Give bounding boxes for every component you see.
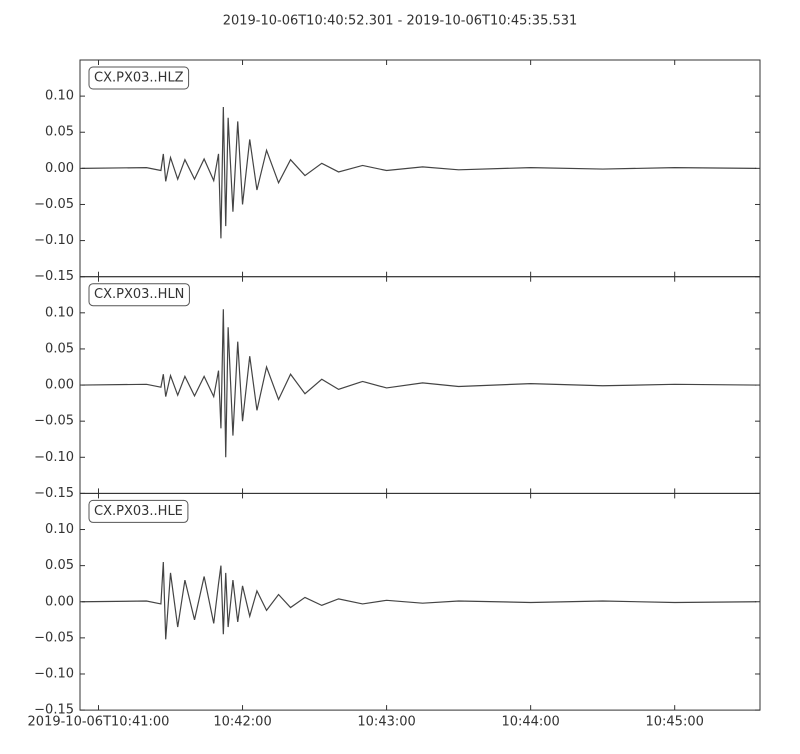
y-tick-label: −0.10 bbox=[34, 450, 74, 465]
y-tick-label: −0.15 bbox=[34, 269, 74, 284]
y-tick-label: −0.05 bbox=[34, 197, 74, 212]
x-tick-label: 10:44:00 bbox=[501, 715, 559, 730]
y-tick-label: −0.05 bbox=[34, 630, 74, 645]
panel-frame bbox=[79, 492, 761, 711]
waveform bbox=[81, 106, 757, 239]
y-tick-label: −0.05 bbox=[34, 414, 74, 429]
y-tick-label: −0.10 bbox=[34, 233, 74, 248]
trace-label: CX.PX03..HLE bbox=[94, 504, 183, 519]
trace-label: CX.PX03..HLN bbox=[94, 287, 184, 302]
y-tick-label: 0.10 bbox=[45, 305, 74, 320]
y-tick-label: 0.00 bbox=[45, 161, 74, 176]
y-tick-label: 0.10 bbox=[45, 522, 74, 537]
waveform bbox=[81, 561, 757, 640]
y-tick-label: −0.15 bbox=[34, 486, 74, 501]
x-tick-label: 10:45:00 bbox=[645, 715, 703, 730]
y-tick-label: 0.10 bbox=[45, 89, 74, 104]
x-tick-label: 10:42:00 bbox=[213, 715, 271, 730]
trace-label-box bbox=[88, 499, 189, 523]
trace-label-box bbox=[88, 66, 190, 90]
y-tick-label: 0.00 bbox=[45, 378, 74, 393]
trace-label-box bbox=[88, 283, 190, 307]
y-tick-label: −0.15 bbox=[34, 703, 74, 718]
y-tick-label: 0.05 bbox=[45, 558, 74, 573]
chart-title: 2019-10-06T10:40:52.301 - 2019-10-06T10:… bbox=[223, 14, 578, 29]
y-tick-label: −0.10 bbox=[34, 666, 74, 681]
y-tick-label: 0.05 bbox=[45, 125, 74, 140]
waveform bbox=[81, 309, 757, 458]
x-tick-label: 2019-10-06T10:41:00 bbox=[28, 715, 170, 730]
trace-label: CX.PX03..HLZ bbox=[94, 71, 184, 86]
y-tick-label: 0.00 bbox=[45, 594, 74, 609]
y-tick-label: 0.05 bbox=[45, 341, 74, 356]
x-tick-label: 10:43:00 bbox=[357, 715, 415, 730]
